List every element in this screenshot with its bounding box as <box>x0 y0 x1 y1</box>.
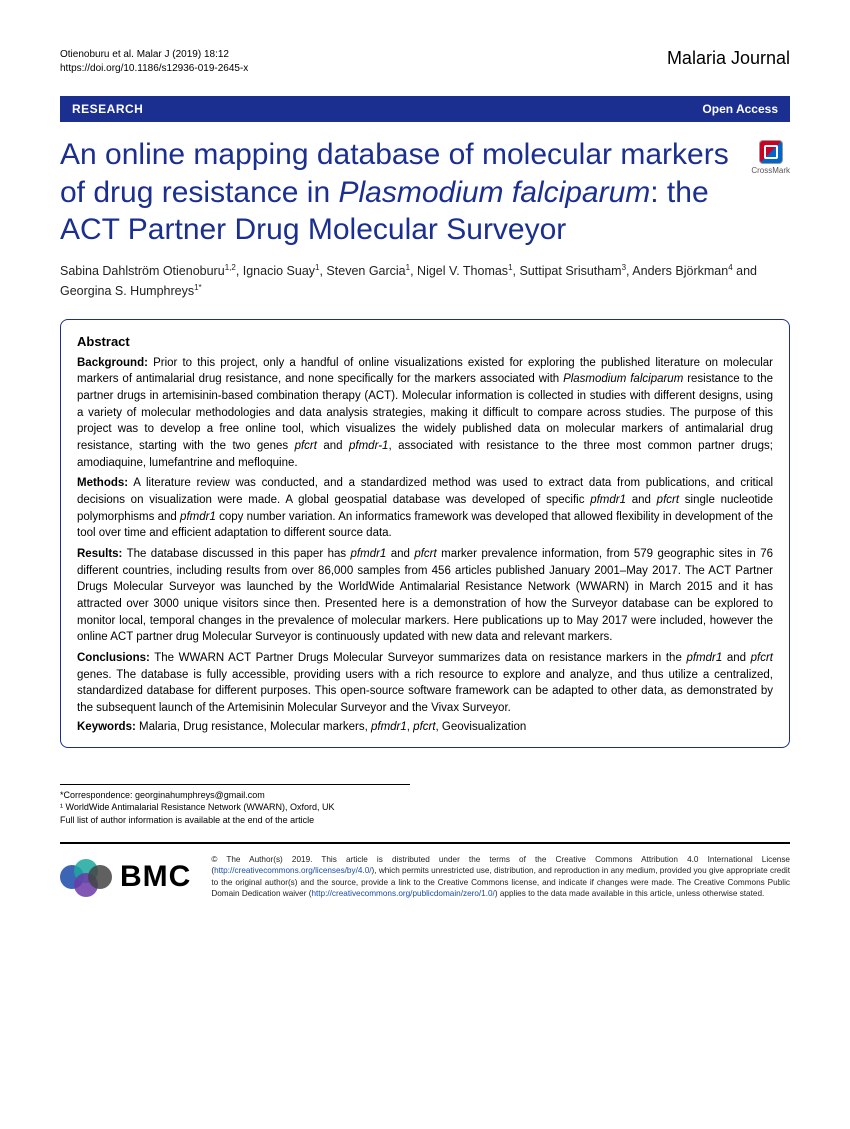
abstract-box: Abstract Background: Prior to this proje… <box>60 319 790 748</box>
header: Otienoburu et al. Malar J (2019) 18:12 h… <box>60 48 790 76</box>
citation-line: Otienoburu et al. Malar J (2019) 18:12 <box>60 48 248 62</box>
bmc-text: BMC <box>120 860 191 894</box>
authors: Sabina Dahlström Otienoburu1,2, Ignacio … <box>60 261 790 301</box>
bmc-logo: BMC <box>60 859 191 895</box>
open-access-label: Open Access <box>702 102 778 116</box>
journal-name: Malaria Journal <box>667 48 790 69</box>
crossmark-icon <box>759 140 783 164</box>
abstract-conclusions: Conclusions: The WWARN ACT Partner Drugs… <box>77 650 773 717</box>
doi-link[interactable]: https://doi.org/10.1186/s12936-019-2645-… <box>60 62 248 76</box>
crossmark-badge[interactable]: CrossMark <box>751 140 790 175</box>
correspondence-email: *Correspondence: georginahumphreys@gmail… <box>60 789 410 802</box>
abstract-results: Results: The database discussed in this … <box>77 546 773 646</box>
abstract-background: Background: Prior to this project, only … <box>77 355 773 472</box>
bmc-icon <box>60 859 112 895</box>
keywords: Keywords: Malaria, Drug resistance, Mole… <box>77 721 773 733</box>
abstract-heading: Abstract <box>77 334 773 349</box>
article-title: An online mapping database of molecular … <box>60 136 741 249</box>
correspondence-note: Full list of author information is avail… <box>60 814 410 827</box>
abstract-methods: Methods: A literature review was conduct… <box>77 475 773 542</box>
correspondence: *Correspondence: georginahumphreys@gmail… <box>60 784 410 827</box>
footer: BMC © The Author(s) 2019. This article i… <box>60 842 790 898</box>
correspondence-affiliation: ¹ WorldWide Antimalarial Resistance Netw… <box>60 801 410 814</box>
citation: Otienoburu et al. Malar J (2019) 18:12 h… <box>60 48 248 76</box>
license-text: © The Author(s) 2019. This article is di… <box>211 854 790 898</box>
crossmark-label: CrossMark <box>751 166 790 175</box>
article-category: RESEARCH <box>72 102 143 116</box>
category-banner: RESEARCH Open Access <box>60 96 790 122</box>
